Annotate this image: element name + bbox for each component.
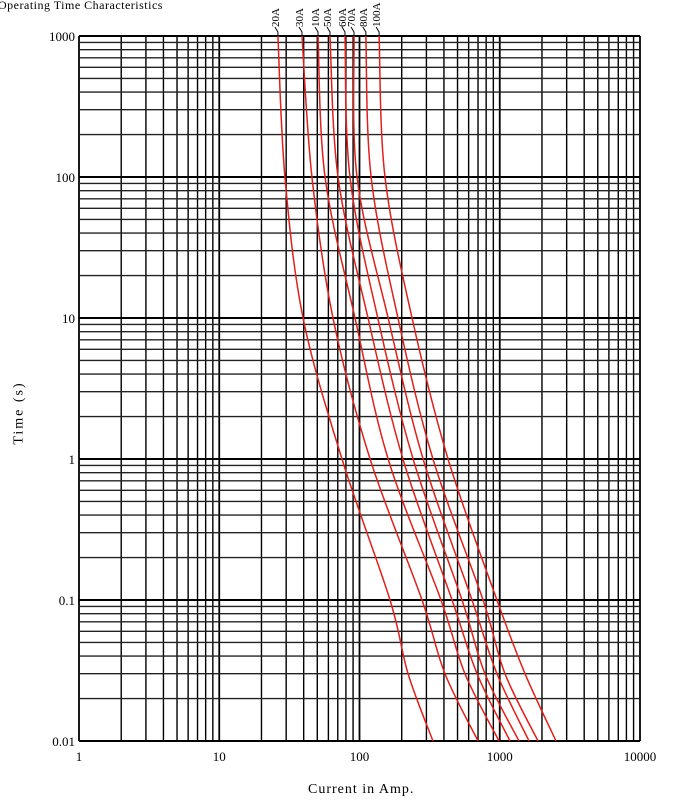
y-tick-label: 0.1 <box>59 593 75 608</box>
curve-label-leader <box>362 26 367 36</box>
curve-label: 30A <box>294 8 306 27</box>
curve-label-leader <box>314 26 319 36</box>
x-tick-label: 1 <box>76 749 83 764</box>
curve-label: 60A <box>337 8 349 27</box>
curve-label-leader <box>375 26 380 36</box>
y-tick-label: 0.01 <box>52 734 75 749</box>
curve-label: 20A <box>270 8 282 27</box>
curve-label-leader <box>274 26 279 36</box>
x-tick-label: 10000 <box>624 749 657 764</box>
curve-label: 50A <box>322 8 334 27</box>
curve-70A <box>352 35 530 742</box>
curve-100A <box>378 35 557 742</box>
curve-label: 10A <box>310 8 322 27</box>
curve-20A <box>277 35 434 742</box>
y-tick-label: 10 <box>62 311 75 326</box>
x-tick-label: 100 <box>350 749 370 764</box>
curve-label-leader <box>298 26 303 36</box>
curve-label: 80A <box>358 8 370 27</box>
curve-label-leader <box>350 26 355 36</box>
y-tick-label: 100 <box>56 170 76 185</box>
y-tick-label: 1000 <box>49 29 75 44</box>
curve-label-leader <box>326 26 331 36</box>
curve-10A <box>317 35 500 742</box>
x-axis-label: Current in Amp. <box>308 782 415 797</box>
curve-80A <box>365 35 539 742</box>
curve-30A <box>301 35 479 742</box>
x-tick-label: 1000 <box>487 749 513 764</box>
curve-50A <box>329 35 511 742</box>
curve-label: 100A <box>371 3 383 28</box>
chart-title: Operating Time Characteristics <box>0 0 163 12</box>
x-tick-label: 10 <box>213 749 226 764</box>
y-axis-label: Time (s) <box>11 381 27 445</box>
curve-60A <box>344 35 520 742</box>
curve-label: 70A <box>346 8 358 27</box>
curve-label-leader <box>341 26 346 36</box>
y-tick-label: 1 <box>69 452 76 467</box>
